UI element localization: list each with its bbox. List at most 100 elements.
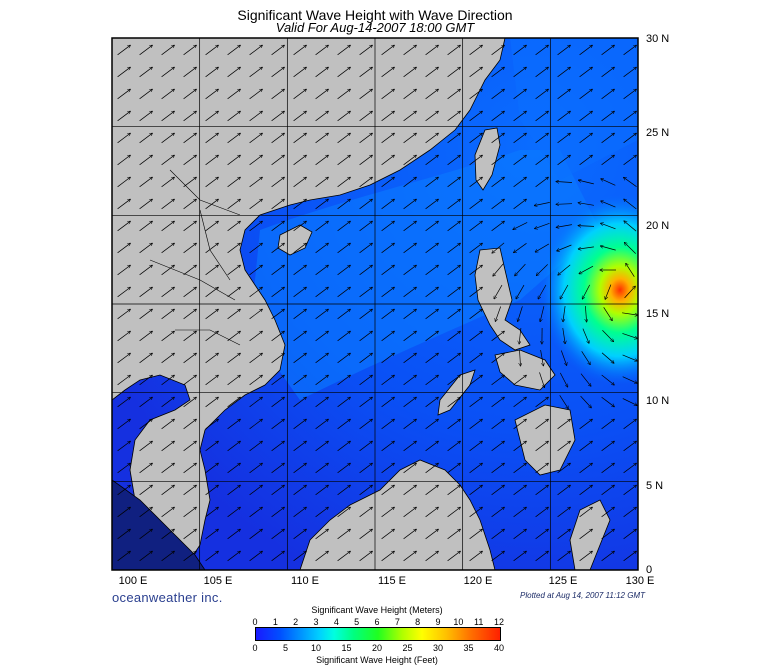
wave-arrow	[249, 243, 263, 254]
wave-arrow	[139, 441, 153, 452]
wave-arrow	[293, 419, 307, 430]
wave-arrow	[271, 45, 285, 56]
wave-arrow	[535, 111, 549, 122]
wave-arrow	[205, 199, 219, 210]
wave-arrow	[359, 551, 373, 562]
wave-arrow	[183, 529, 197, 540]
wave-arrow	[601, 179, 616, 186]
wave-arrow	[403, 177, 417, 188]
wave-arrow	[117, 67, 131, 78]
wave-arrow	[293, 111, 307, 122]
lon-label-100e: 100 E	[118, 575, 148, 587]
wave-arrow	[315, 331, 329, 342]
wave-arrow	[359, 309, 373, 320]
wave-arrow	[469, 551, 483, 562]
wave-arrow	[513, 177, 527, 188]
wave-arrow	[601, 133, 615, 144]
wave-arrow	[337, 67, 351, 78]
wave-arrow	[183, 155, 197, 166]
wave-arrow	[315, 265, 329, 276]
wave-arrow	[227, 199, 241, 210]
wave-arrow	[227, 309, 241, 320]
lon-label-120e: 120 E	[463, 575, 493, 587]
wave-arrow	[271, 441, 285, 452]
wave-arrow	[271, 221, 285, 232]
wave-arrow	[139, 133, 153, 144]
wave-arrow	[601, 67, 615, 78]
wave-arrow	[425, 155, 439, 166]
wave-arrow	[601, 463, 615, 474]
wave-arrow	[359, 199, 373, 210]
wave-arrow	[447, 551, 461, 562]
brand-logo-text: oceanweather inc.	[112, 590, 223, 605]
wave-arrow	[227, 177, 241, 188]
wave-arrow	[293, 243, 307, 254]
wave-arrow	[578, 203, 594, 206]
storm-swell	[540, 195, 638, 385]
wave-arrow	[469, 243, 483, 254]
wave-arrow	[205, 529, 219, 540]
wave-arrow	[403, 485, 417, 496]
wave-arrow	[557, 67, 571, 78]
wave-arrow	[315, 243, 329, 254]
wave-arrow	[359, 287, 373, 298]
wave-arrow	[293, 507, 307, 518]
wave-arrow	[381, 529, 395, 540]
wave-arrow	[205, 89, 219, 100]
wave-arrow	[513, 155, 527, 166]
wave-arrow	[117, 287, 131, 298]
wave-arrow	[381, 67, 395, 78]
wave-arrow	[183, 551, 197, 562]
wave-arrow	[557, 89, 571, 100]
wave-arrow	[535, 441, 549, 452]
wave-arrow	[359, 485, 373, 496]
wave-arrow	[183, 177, 197, 188]
lat-label-10n: 10 N	[646, 395, 670, 407]
wave-arrow	[381, 375, 395, 386]
wave-arrow	[227, 375, 241, 386]
wave-arrow	[139, 155, 153, 166]
wave-arrow	[205, 133, 219, 144]
map-title: Significant Wave Height with Wave Direct…	[237, 7, 513, 23]
wave-arrow	[601, 352, 614, 363]
meter-tick: 6	[374, 617, 380, 627]
borneo-island	[299, 459, 496, 570]
lon-label-125e: 125 E	[548, 575, 578, 587]
wave-arrow	[205, 551, 219, 562]
wave-arrow	[315, 375, 329, 386]
wave-arrow	[117, 177, 131, 188]
wave-arrow	[117, 89, 131, 100]
feet-tick: 10	[310, 643, 321, 653]
wave-arrow	[337, 397, 351, 408]
wave-arrow	[469, 397, 483, 408]
wave-arrow	[560, 284, 569, 299]
wave-arrow	[469, 353, 483, 364]
wave-arrow	[271, 243, 285, 254]
lon-label-130e: 130 E	[625, 575, 655, 587]
wave-arrow	[579, 463, 593, 474]
wave-arrow	[469, 331, 483, 342]
mainland-asia	[112, 38, 506, 566]
wave-arrow	[183, 89, 197, 100]
wave-arrow	[315, 507, 329, 518]
wave-arrow	[315, 551, 329, 562]
wave-arrow	[513, 45, 527, 56]
wave-arrow	[491, 397, 505, 408]
wave-arrow	[293, 309, 307, 320]
wave-arrow	[516, 284, 525, 299]
wave-arrow	[469, 177, 483, 188]
wave-arrow	[271, 89, 285, 100]
wave-arrow	[139, 375, 153, 386]
wave-arrow	[601, 419, 615, 430]
wave-arrow	[117, 111, 131, 122]
wave-arrow	[117, 243, 131, 254]
wave-arrow	[559, 395, 569, 408]
wave-arrow	[491, 199, 505, 210]
wave-arrow	[381, 551, 395, 562]
wave-arrow	[271, 485, 285, 496]
wave-arrow	[139, 551, 153, 562]
wave-arrow	[447, 89, 461, 100]
wave-arrow	[425, 441, 439, 452]
wave-arrow	[227, 67, 241, 78]
wave-arrow	[447, 353, 461, 364]
